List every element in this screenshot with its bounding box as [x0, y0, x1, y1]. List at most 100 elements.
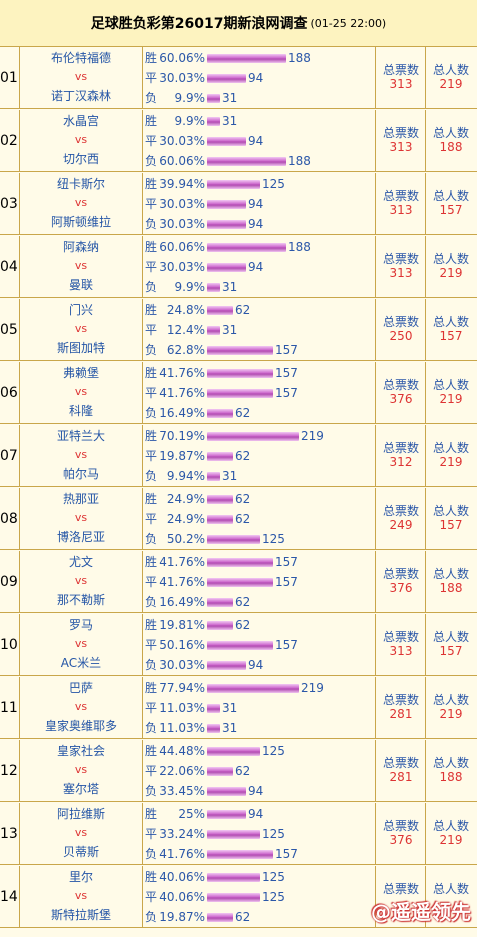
loss-line: 负 60.06% 188 — [145, 153, 311, 169]
away-team-link[interactable]: 帕尔马 — [62, 467, 99, 481]
total-votes-label: 总票数 — [382, 630, 419, 644]
away-team-link[interactable]: AC米兰 — [60, 656, 102, 670]
column-divider — [375, 236, 376, 297]
draw-label: 平 — [145, 197, 158, 211]
vs-label: vs — [74, 196, 88, 209]
home-team-link[interactable]: 里尔 — [68, 870, 93, 884]
loss-line: 负 9.94% 31 — [145, 468, 237, 484]
total-people-cell: 总人数 219 — [426, 362, 476, 423]
total-people-cell: 总人数 157 — [426, 488, 476, 549]
away-team-link[interactable]: 皇家奥维耶多 — [44, 719, 117, 733]
total-people-value: 219 — [439, 392, 463, 406]
home-team-link[interactable]: 巴萨 — [68, 681, 93, 695]
win-label: 胜 — [145, 303, 158, 317]
win-label: 胜 — [145, 492, 158, 506]
loss-count: 31 — [222, 280, 238, 294]
column-divider — [425, 110, 426, 171]
match-number: 09 — [0, 573, 18, 590]
home-team-link[interactable]: 阿森纳 — [62, 240, 99, 254]
vote-distribution: 胜 60.06% 188 平 30.03% 94 负 9.9% 31 — [143, 236, 375, 297]
total-people-cell: 总人数 219 — [426, 677, 476, 738]
column-divider — [142, 299, 143, 360]
win-bar — [207, 495, 233, 504]
away-team-link[interactable]: 曼联 — [68, 278, 93, 292]
column-divider — [142, 551, 143, 612]
win-bar — [207, 369, 273, 378]
vs-label: vs — [74, 322, 88, 335]
home-team-link[interactable]: 门兴 — [68, 303, 93, 317]
home-team-link[interactable]: 尤文 — [68, 555, 93, 569]
column-divider — [142, 362, 143, 423]
loss-percent: 19.87% — [159, 910, 205, 924]
loss-line: 负 11.03% 31 — [145, 720, 237, 736]
total-votes-cell: 总票数 281 — [376, 677, 426, 738]
vs-label: vs — [74, 700, 88, 713]
draw-bar — [207, 263, 246, 272]
home-team-link[interactable]: 罗马 — [68, 618, 93, 632]
home-team-link[interactable]: 纽卡斯尔 — [56, 177, 105, 191]
win-bar — [207, 243, 286, 252]
total-votes-cell: 总票数 — [376, 866, 426, 927]
vs-label: vs — [74, 259, 88, 272]
total-people-value: 157 — [439, 203, 463, 217]
total-votes-cell: 总票数 313 — [376, 47, 426, 108]
away-team-link[interactable]: 那不勒斯 — [56, 593, 105, 607]
header: 足球胜负彩第26017期新浪网调查 (01-25 22:00) — [0, 0, 477, 47]
draw-label: 平 — [145, 890, 158, 904]
away-team-link[interactable]: 塞尔塔 — [62, 782, 99, 796]
total-votes-cell: 总票数 376 — [376, 551, 426, 612]
away-team-link[interactable]: 斯特拉斯堡 — [50, 908, 111, 922]
home-team-link[interactable]: 布伦特福德 — [50, 51, 111, 65]
total-votes-cell: 总票数 313 — [376, 614, 426, 675]
total-people-cell: 总人数 219 — [426, 803, 476, 864]
match-number: 04 — [0, 258, 18, 275]
away-team-link[interactable]: 切尔西 — [62, 152, 99, 166]
draw-percent: 11.03% — [159, 701, 205, 715]
win-count: 31 — [222, 114, 238, 128]
total-people-value: 219 — [439, 833, 463, 847]
vote-distribution: 胜 40.06% 125 平 40.06% 125 负 19.87% 62 — [143, 866, 375, 927]
draw-percent: 33.24% — [159, 827, 205, 841]
match-row: 09 尤文 vs 那不勒斯 胜 41.76% 157 平 41.76% 157 负 16.49% 62 总… — [0, 551, 477, 613]
away-team-link[interactable]: 阿斯顿维拉 — [50, 215, 111, 229]
total-people-label: 总人数 — [432, 819, 469, 833]
home-team-link[interactable]: 皇家社会 — [56, 744, 105, 758]
column-divider — [142, 866, 143, 927]
home-team-link[interactable]: 水晶宫 — [62, 114, 99, 128]
win-bar — [207, 684, 299, 693]
draw-count: 125 — [262, 890, 285, 904]
total-people-cell: 总人数 219 — [426, 47, 476, 108]
loss-label: 负 — [145, 280, 158, 294]
total-votes-value: 281 — [389, 770, 413, 784]
away-team-link[interactable]: 博洛尼亚 — [56, 530, 105, 544]
away-team-link[interactable]: 贝蒂斯 — [62, 845, 99, 859]
draw-bar — [207, 200, 246, 209]
teams-cell: 热那亚 vs 博洛尼亚 — [20, 488, 142, 549]
column-divider — [375, 47, 376, 108]
away-team-link[interactable]: 诺丁汉森林 — [50, 89, 111, 103]
draw-bar — [207, 137, 246, 146]
column-divider — [375, 677, 376, 738]
home-team-link[interactable]: 弗赖堡 — [62, 366, 99, 380]
win-bar — [207, 873, 260, 882]
win-count: 62 — [235, 303, 251, 317]
home-team-link[interactable]: 热那亚 — [62, 492, 99, 506]
match-row: 11 巴萨 vs 皇家奥维耶多 胜 77.94% 219 平 11.03% 31 负 11.03% 31… — [0, 677, 477, 739]
home-team-link[interactable]: 亚特兰大 — [56, 429, 105, 443]
win-count: 62 — [235, 492, 251, 506]
away-team-link[interactable]: 斯图加特 — [56, 341, 105, 355]
total-people-cell: 总人数 188 — [426, 110, 476, 171]
win-bar — [207, 810, 246, 819]
loss-line: 负 30.03% 94 — [145, 216, 263, 232]
match-row: 07 亚特兰大 vs 帕尔马 胜 70.19% 219 平 19.87% 62 负 9.94% 31 总票… — [0, 425, 477, 487]
draw-label: 平 — [145, 260, 158, 274]
win-percent: 19.81% — [159, 618, 205, 632]
match-number: 13 — [0, 825, 18, 842]
draw-percent: 41.76% — [159, 386, 205, 400]
away-team-link[interactable]: 科隆 — [68, 404, 93, 418]
home-team-link[interactable]: 阿拉维斯 — [56, 807, 105, 821]
win-label: 胜 — [145, 429, 158, 443]
draw-label: 平 — [145, 134, 158, 148]
draw-percent: 22.06% — [159, 764, 205, 778]
total-people-cell: 总人数 219 — [426, 425, 476, 486]
